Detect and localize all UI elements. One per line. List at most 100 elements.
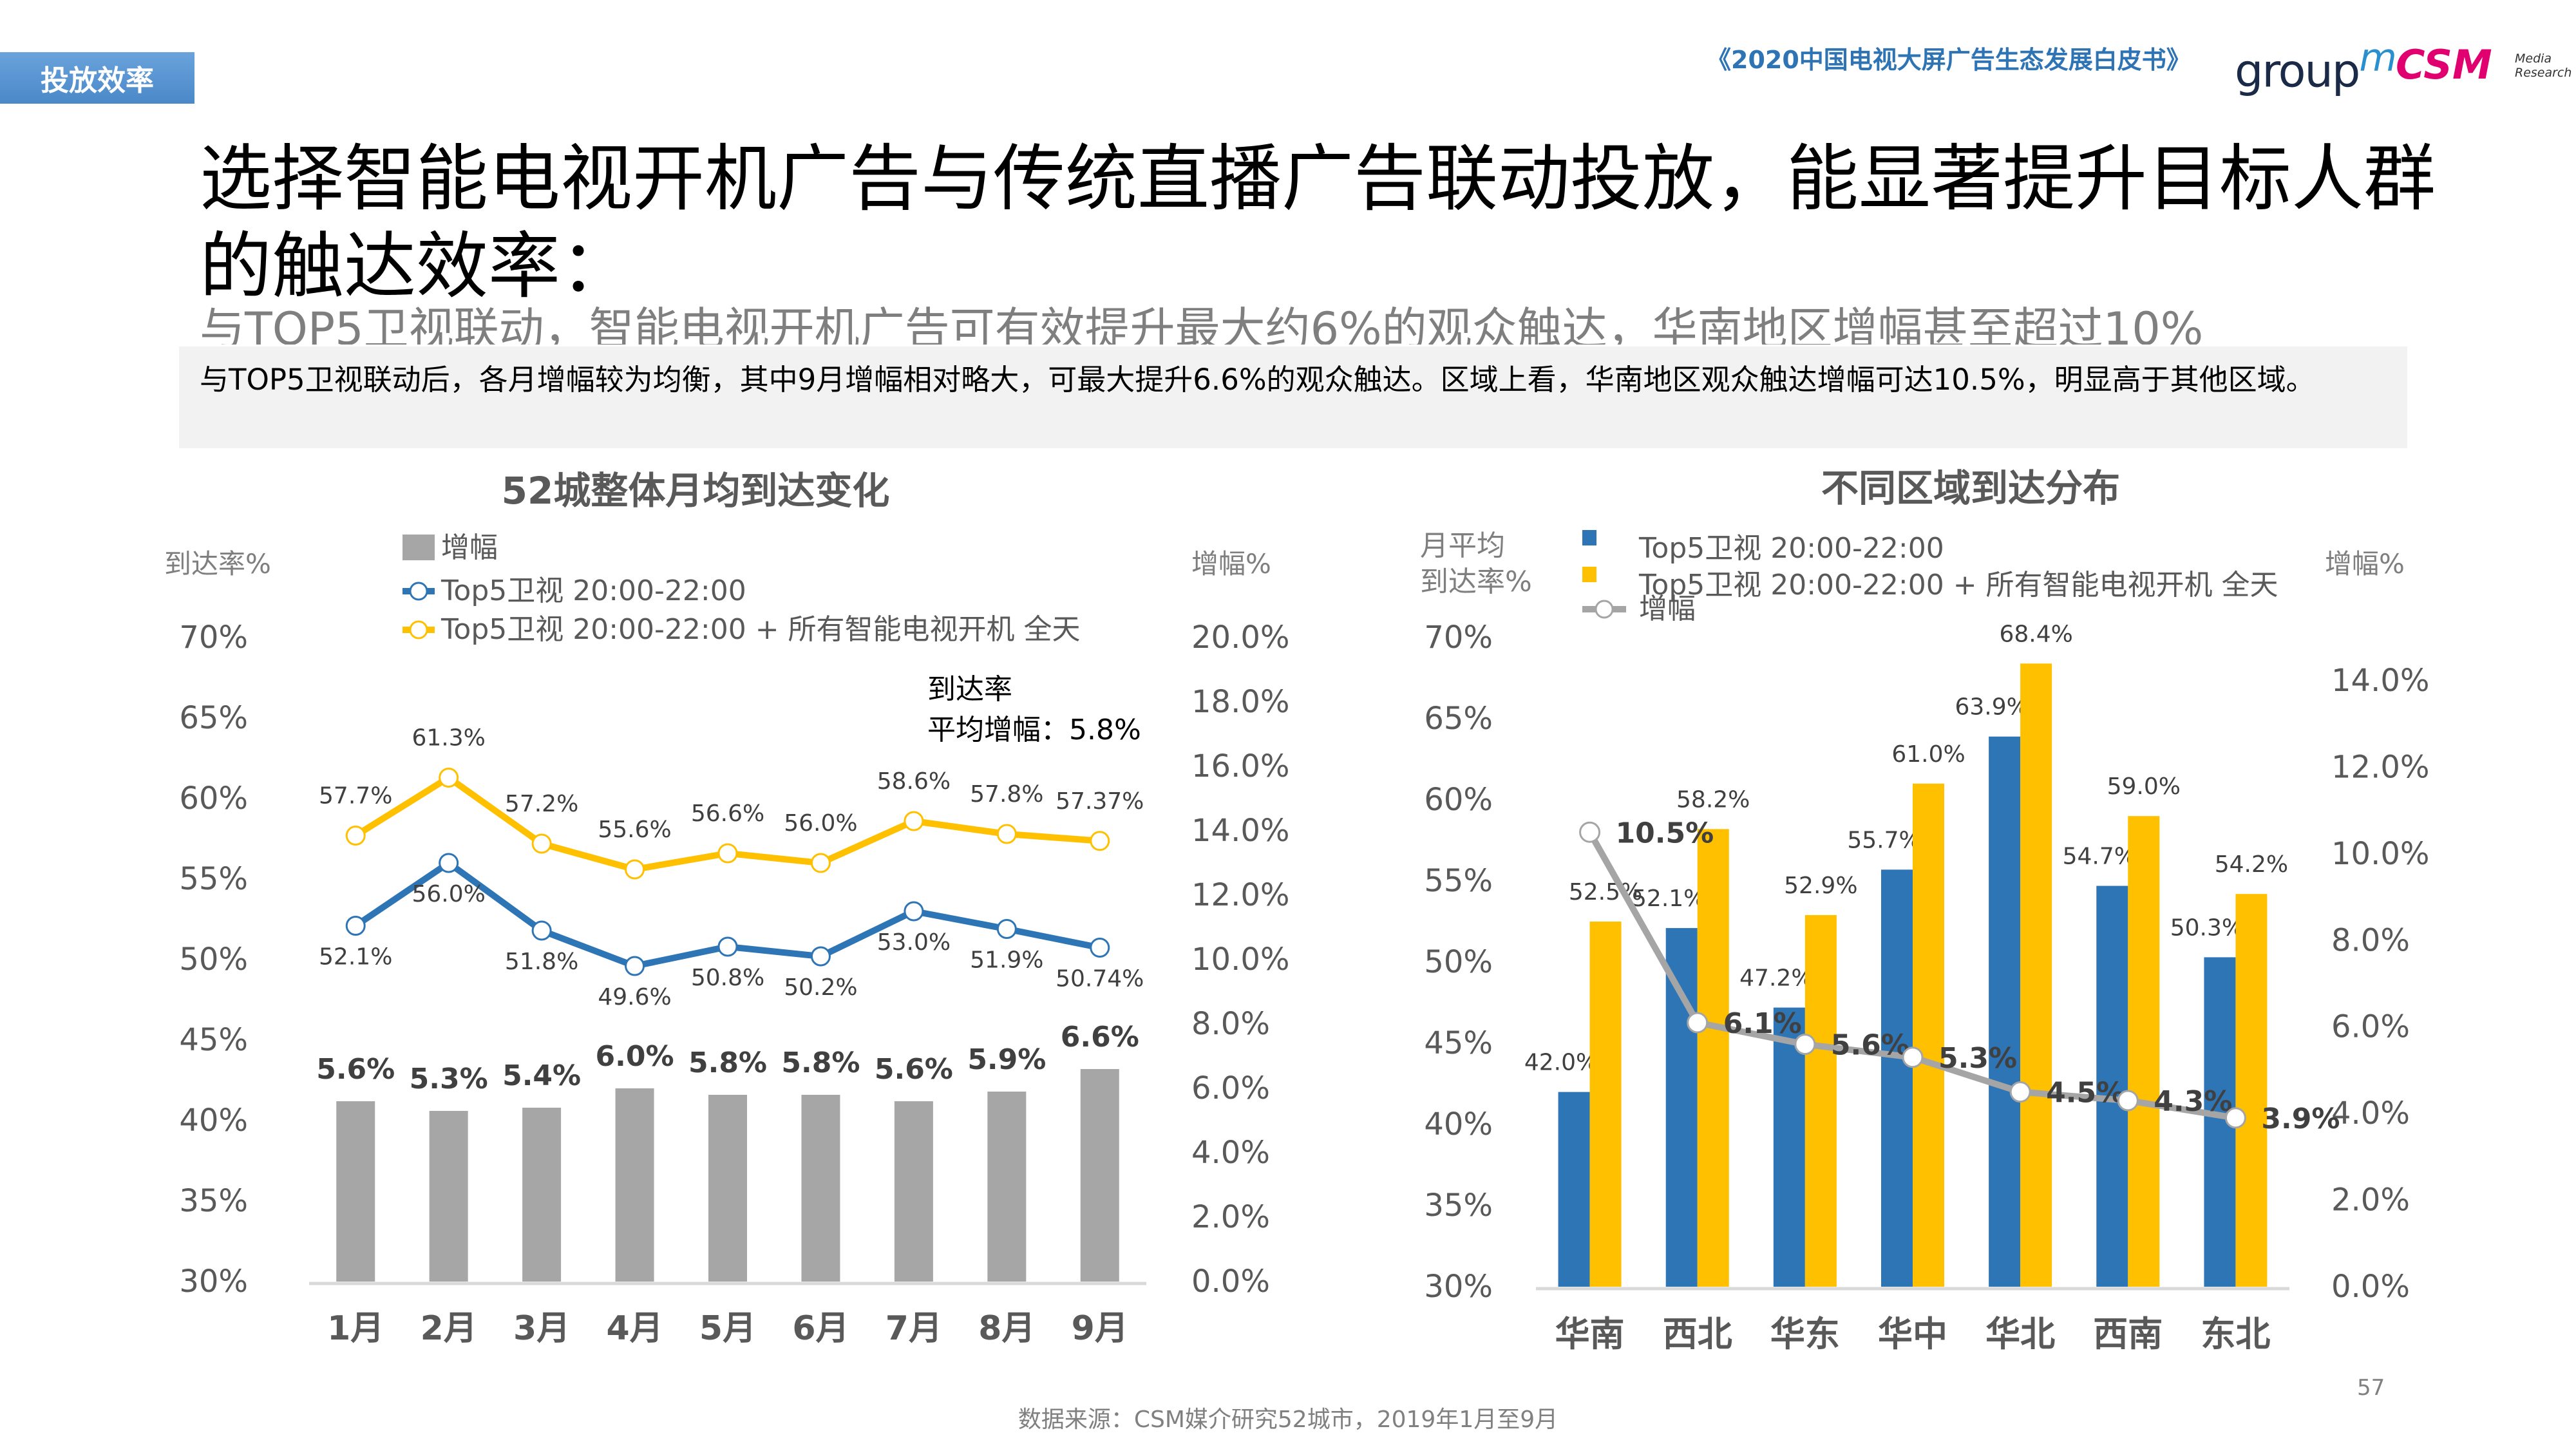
chart1-legend: 增幅 Top5卫视 20:00-22:00 Top5卫视 20:00-22:00… — [402, 531, 1081, 646]
bar-label: 6.0% — [596, 1040, 674, 1073]
bar-top5 — [1881, 869, 1913, 1287]
groupm-logo-m: m — [2359, 35, 2396, 80]
left-axis-tick: 40% — [179, 1103, 248, 1139]
x-axis-tick: 西北 — [1663, 1314, 1732, 1354]
x-axis-tick: 西南 — [2093, 1314, 2163, 1354]
legend-swatch-yellow — [1582, 567, 1596, 582]
left-axis-tick: 30% — [1424, 1269, 1493, 1305]
line-label: 50.8% — [691, 965, 764, 991]
groupm-logo-text: group — [2235, 44, 2360, 98]
right-axis-tick: 14.0% — [1191, 813, 1288, 849]
chart1-annotation-line2: 平均增幅：5.8% — [927, 714, 1141, 746]
bar-label: 54.7% — [2063, 844, 2136, 870]
bar-label: 52.1% — [1632, 886, 1705, 912]
line-marker — [810, 853, 831, 873]
bar-label: 6.6% — [1061, 1021, 1139, 1054]
right-axis-tick: 20.0% — [1191, 620, 1288, 656]
x-axis-tick: 9月 — [1072, 1309, 1128, 1348]
chart2-left-axis-label-line2: 到达率% — [1420, 565, 1532, 598]
line-marker — [996, 919, 1017, 939]
x-axis-tick: 华南 — [1555, 1314, 1625, 1354]
legend-label-top5: Top5卫视 20:00-22:00 — [1638, 532, 1944, 565]
line-label: 57.37% — [1056, 788, 1144, 815]
line-marker — [625, 956, 645, 976]
line-marker — [904, 901, 924, 922]
left-axis-tick: 50% — [179, 942, 248, 978]
line-marker — [1794, 1034, 1816, 1056]
bar-label: 5.6% — [316, 1053, 395, 1086]
line-marker — [345, 826, 366, 846]
line-label: 3.9% — [2261, 1103, 2340, 1135]
chart2-left-axis-label-line1: 月平均 — [1420, 529, 1505, 562]
legend-label-increase: 增幅 — [441, 531, 498, 564]
right-axis-tick: 2.0% — [1191, 1199, 1270, 1235]
x-axis-tick: 7月 — [886, 1309, 942, 1348]
bar-top5-plus-smarttv — [2235, 894, 2268, 1287]
line-label: 50.74% — [1056, 966, 1144, 992]
bar-top5-plus-smarttv — [1913, 783, 1944, 1287]
bar-label: 5.9% — [967, 1043, 1046, 1076]
line-marker — [439, 768, 459, 788]
right-axis-tick: 10.0% — [1191, 942, 1288, 978]
bar-increase — [894, 1101, 933, 1282]
line-label: 51.9% — [970, 947, 1043, 974]
bar-increase — [708, 1095, 747, 1282]
left-axis-tick: 70% — [1424, 620, 1493, 656]
x-axis-tick: 5月 — [699, 1309, 756, 1348]
left-axis-tick: 45% — [1424, 1025, 1493, 1061]
monthly-reach-chart: 52城整体月均到达变化 到达率% 增幅% 增幅 Top5卫视 20:00-22:… — [164, 469, 1288, 1348]
line-label: 56.6% — [691, 800, 764, 827]
bar-label: 54.2% — [2215, 851, 2288, 878]
line-marker — [996, 824, 1017, 844]
line-label: 5.3% — [1938, 1042, 2017, 1075]
right-axis-tick: 0.0% — [1191, 1264, 1270, 1300]
left-axis-tick: 55% — [1424, 863, 1493, 899]
bar-top5 — [1558, 1092, 1590, 1287]
summary-box — [179, 346, 2407, 448]
line-marker — [2117, 1090, 2139, 1112]
right-axis-tick: 6.0% — [2331, 1009, 2410, 1045]
left-axis-tick: 35% — [179, 1183, 248, 1219]
right-axis-tick: 8.0% — [1191, 1006, 1270, 1042]
line-marker — [531, 920, 552, 941]
x-axis-tick: 1月 — [327, 1309, 384, 1348]
chart1-annotation-line1: 到达率 — [927, 673, 1012, 706]
bar-increase — [429, 1111, 468, 1282]
csm-logo: CSM — [2396, 41, 2492, 88]
x-axis-tick: 4月 — [606, 1309, 663, 1348]
line-label: 6.1% — [1723, 1007, 1802, 1040]
line-marker — [345, 916, 366, 936]
left-axis-tick: 65% — [179, 700, 248, 736]
bar-increase — [336, 1101, 375, 1282]
bar-top5 — [1665, 928, 1698, 1287]
bar-increase — [615, 1088, 654, 1282]
line-label: 10.5% — [1616, 817, 1714, 849]
regional-reach-chart: 不同区域到达分布 月平均 到达率% 增幅% Top5卫视 20:00-22:00… — [1420, 466, 2429, 1354]
line-label: 61.3% — [412, 725, 485, 752]
headline: 选择智能电视开机广告与传统直播广告联动投放，能显著提升目标人群的触达效率： — [200, 137, 2436, 308]
bar-label: 5.6% — [875, 1053, 953, 1086]
line-label: 57.7% — [319, 783, 392, 810]
bar-label: 5.4% — [502, 1059, 581, 1092]
x-axis-tick: 3月 — [513, 1309, 570, 1348]
bar-increase — [522, 1108, 562, 1282]
right-axis-tick: 0.0% — [2331, 1269, 2410, 1305]
bar-top5-plus-smarttv — [1589, 922, 1622, 1287]
bar-label: 58.2% — [1676, 786, 1750, 813]
line-label: 58.6% — [877, 768, 951, 795]
right-axis-tick: 16.0% — [1191, 748, 1288, 784]
legend-label-top5-plus-smarttv: Top5卫视 20:00-22:00 + 所有智能电视开机 全天 — [1638, 569, 2278, 601]
bar-top5-plus-smarttv — [1804, 914, 1837, 1287]
legend-marker-yellow — [409, 620, 428, 639]
x-axis-tick: 6月 — [792, 1309, 849, 1348]
line-marker — [1579, 821, 1601, 843]
line-marker — [904, 811, 924, 831]
page-number: 57 — [2357, 1375, 2385, 1401]
left-axis-tick: 65% — [1424, 701, 1493, 737]
left-axis-tick: 40% — [1424, 1106, 1493, 1142]
chart2-right-axis-label: 增幅% — [2325, 548, 2405, 580]
bar-increase — [801, 1095, 840, 1282]
line-marker — [717, 936, 738, 957]
line-label: 57.2% — [505, 791, 578, 817]
bar-label: 55.7% — [1847, 827, 1920, 853]
